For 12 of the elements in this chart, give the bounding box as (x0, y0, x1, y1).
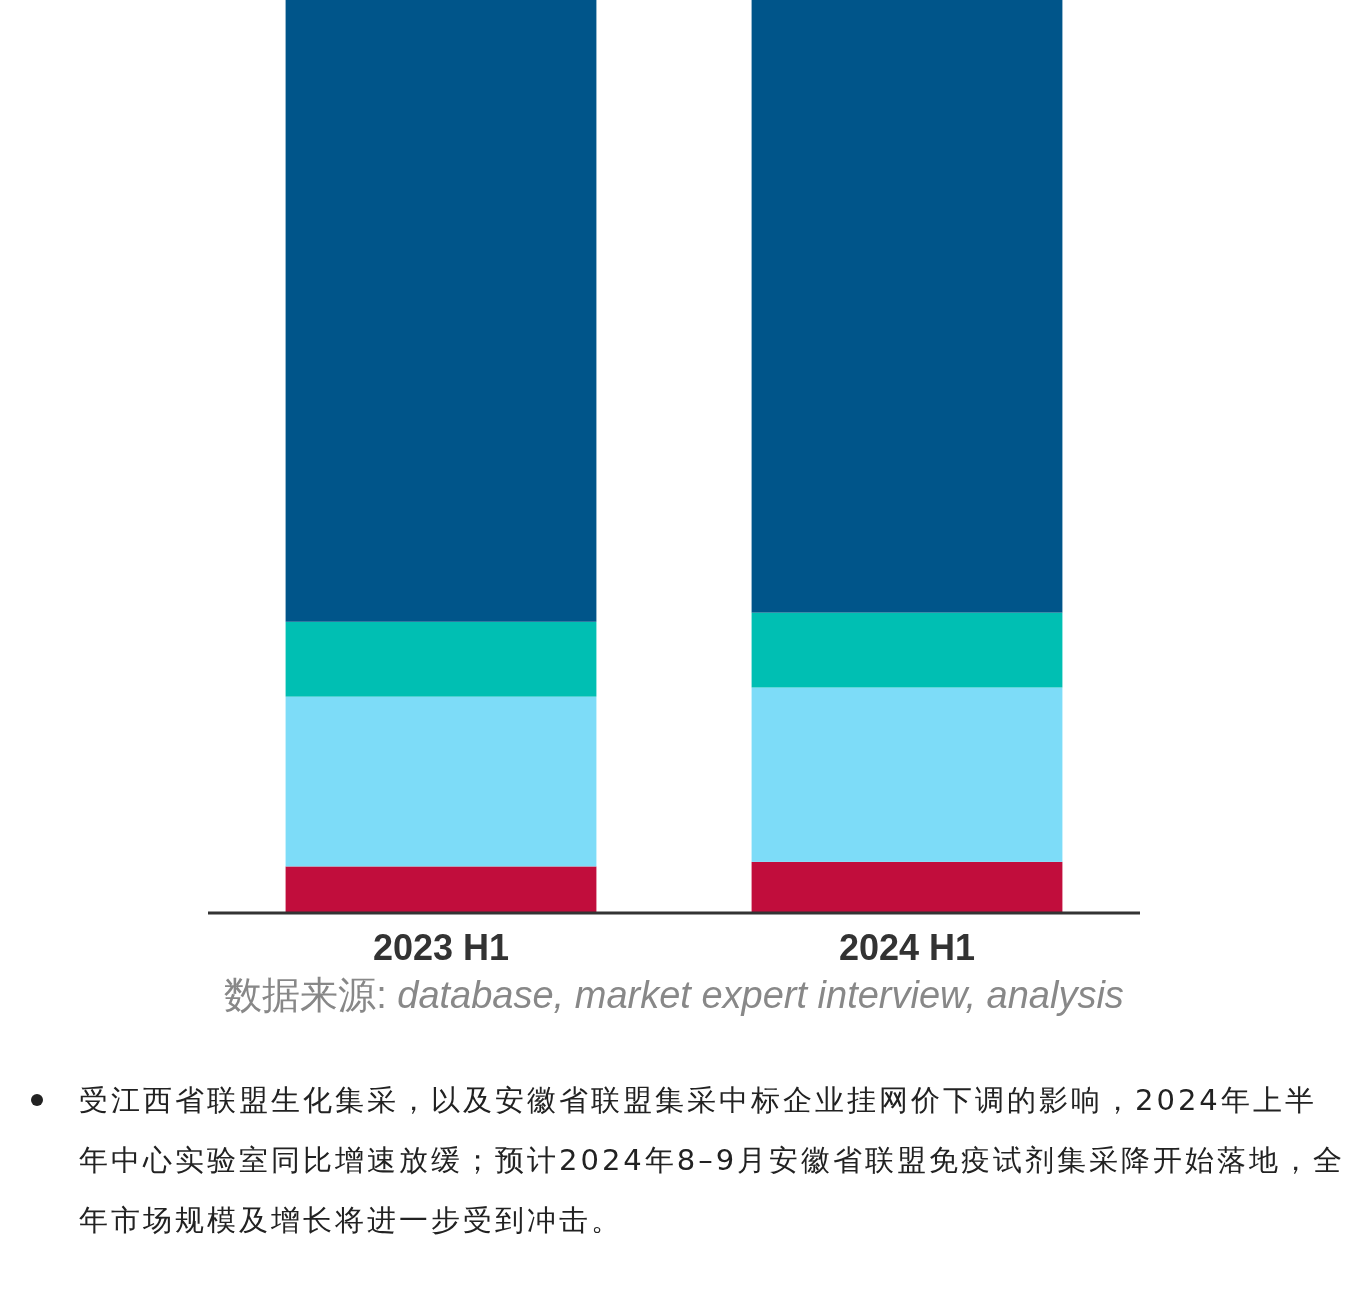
text: 受江西省联盟生化集采，以及安徽省联盟集采中标企业挂网价下调的影响，2024年上半年中心实验室同比增速放缓；预计2024年8–9月安徽省联盟免疫试剂集采降开始落地，全年市场规模及增长将进一步受到冲击。 (79, 1082, 1347, 1239)
bar (751, 612, 1063, 688)
bar (285, 696, 597, 867)
bar (751, 687, 1063, 862)
bar (285, 621, 597, 697)
bar (285, 866, 597, 913)
bar (751, 0, 1063, 613)
x-tick-label: 2024 H1 (838, 927, 976, 968)
bar (285, 0, 597, 622)
bar (751, 861, 1063, 913)
source-note: 数据来源: database, market expert interview, analysis (224, 974, 1124, 1016)
x-tick-label: 2023 H1 (372, 927, 510, 968)
